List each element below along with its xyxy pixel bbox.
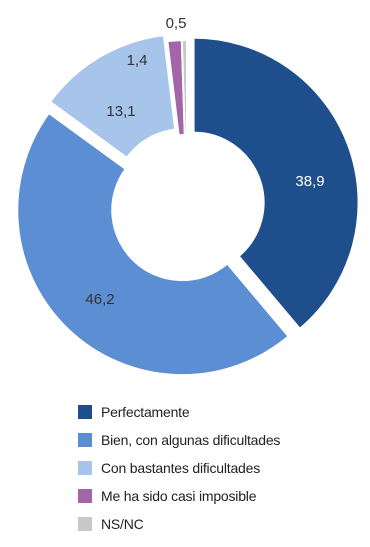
legend-item: Perfectamente — [78, 398, 363, 426]
legend-label: Con bastantes dificultades — [101, 460, 261, 476]
donut-svg: 38,9 46,2 13,1 1,4 0,5 — [16, 15, 360, 377]
data-label: 46,2 — [85, 291, 114, 308]
legend-swatch — [78, 517, 92, 531]
legend-swatch — [78, 433, 92, 447]
legend-label: NS/NC — [101, 516, 144, 532]
legend-swatch — [78, 461, 92, 475]
data-label: 38,9 — [295, 173, 324, 190]
legend-item: NS/NC — [78, 510, 363, 538]
data-label: 0,5 — [166, 15, 187, 32]
legend-item: Me ha sido casi imposible — [78, 482, 363, 510]
legend-label: Bien, con algunas dificultades — [101, 432, 281, 448]
chart-legend: Perfectamente Bien, con algunas dificult… — [78, 398, 363, 538]
pie-slice — [192, 36, 360, 331]
legend-label: Perfectamente — [101, 404, 190, 420]
pie-slice — [16, 111, 290, 377]
legend-item: Bien, con algunas dificultades — [78, 426, 363, 454]
legend-item: Con bastantes dificultades — [78, 454, 363, 482]
data-label: 1,4 — [127, 52, 148, 69]
pie-slice — [48, 34, 177, 160]
pie-slice — [180, 38, 188, 137]
legend-swatch — [78, 489, 92, 503]
legend-swatch — [78, 405, 92, 419]
data-label: 13,1 — [106, 103, 135, 120]
legend-label: Me ha sido casi imposible — [101, 488, 257, 504]
